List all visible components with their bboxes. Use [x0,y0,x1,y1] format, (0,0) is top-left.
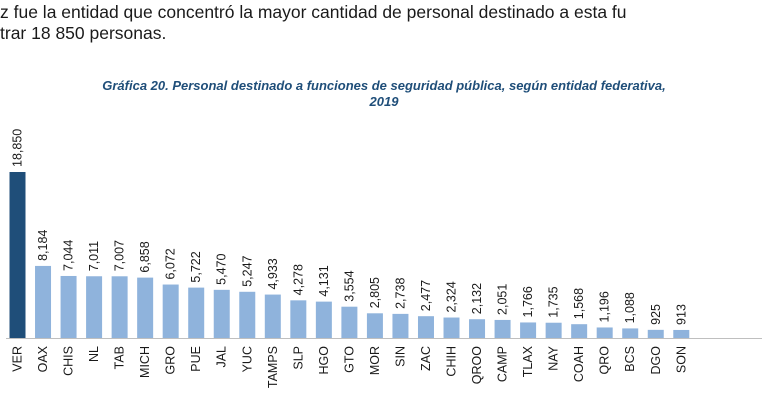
category-label: BCS [623,346,637,372]
value-label: 5,470 [215,254,229,285]
bar-coah [571,324,588,338]
bar-sin [392,313,409,338]
value-label: 6,072 [164,248,178,279]
category-label: MICH [138,346,152,378]
bar-chih [443,317,460,338]
value-label: 8,184 [36,230,50,261]
category-label: OAX [36,345,50,372]
value-label: 1,196 [598,291,612,322]
value-label: 7,007 [113,240,127,271]
bar-mich [137,277,154,338]
category-label: TAB [113,346,127,369]
category-label: TLAX [521,345,535,377]
bar-hgo [315,301,332,338]
bar-tamps [264,294,281,338]
value-label: 2,738 [393,278,407,309]
category-label: VER [11,346,25,372]
category-label: GRO [164,346,178,375]
category-label: QRO [598,346,612,375]
bar-bcs [622,328,639,338]
chart-title-line-2: 2019 [369,94,399,109]
bar-tlax [520,322,537,338]
value-label: 2,132 [470,283,484,314]
value-label: 1,766 [521,286,535,317]
category-label: GTO [342,346,356,373]
value-label: 2,051 [496,284,510,315]
category-label: MOR [368,346,382,375]
value-label: 5,247 [240,255,254,286]
value-label: 7,044 [62,240,76,271]
bar-gto [341,306,358,338]
value-label: 3,554 [342,270,356,301]
bar-son [673,329,690,338]
value-label: 4,933 [266,258,280,289]
category-label: PUE [189,346,203,372]
value-label: 913 [674,304,688,325]
category-label: COAH [572,346,586,382]
bar-camp [494,319,511,338]
value-label: 5,722 [189,251,203,282]
category-label: NAY [547,345,561,370]
chart-title-line-1: Gráfica 20. Personal destinado a funcion… [102,78,666,93]
value-label: 1,088 [623,292,637,323]
value-label: 4,131 [317,265,331,296]
bar-nl [86,276,103,338]
bar-dgo [647,329,664,338]
category-label: JAL [215,346,229,368]
bar-mor [366,313,383,338]
value-label: 4,278 [291,264,305,295]
category-label: YUC [240,346,254,372]
value-label: 1,735 [547,286,561,317]
value-label: 2,805 [368,277,382,308]
value-label: 18,850 [11,129,25,167]
bar-slp [290,300,307,338]
category-label: HGO [317,346,331,375]
intro-line-2: trar 18 850 personas. [0,23,167,43]
category-label: CHIH [445,346,459,377]
value-label: 2,477 [419,280,433,311]
category-label: CHIS [62,346,76,376]
bar-oax [35,265,52,338]
bar-jal [213,289,230,338]
bar-yuc [239,291,256,338]
category-label: TAMPS [266,346,280,388]
category-label: CAMP [496,346,510,382]
bar-tab [111,276,128,338]
value-label: 6,858 [138,241,152,272]
bar-nay [545,322,562,338]
bar-qroo [469,319,486,338]
bar-chis [60,275,77,338]
category-label: SON [674,346,688,373]
category-label: QROO [470,346,484,384]
bar-qro [596,327,613,338]
bar-pue [188,287,205,338]
category-label: SLP [291,346,305,370]
category-label: SIN [393,346,407,367]
bar-zac [417,316,434,338]
value-label: 925 [649,304,663,325]
intro-line-1: z fue la entidad que concentró la mayor … [0,2,627,22]
category-label: DGO [649,346,663,375]
intro-text: z fue la entidad que concentró la mayor … [0,2,768,44]
category-label: ZAC [419,346,433,371]
category-label: NL [87,346,101,362]
value-label: 2,324 [445,281,459,312]
bar-ver [9,172,26,338]
chart-title: Gráfica 20. Personal destinado a funcion… [0,78,768,110]
value-label: 7,011 [87,241,101,271]
bar-gro [162,284,179,338]
value-label: 1,568 [572,288,586,319]
